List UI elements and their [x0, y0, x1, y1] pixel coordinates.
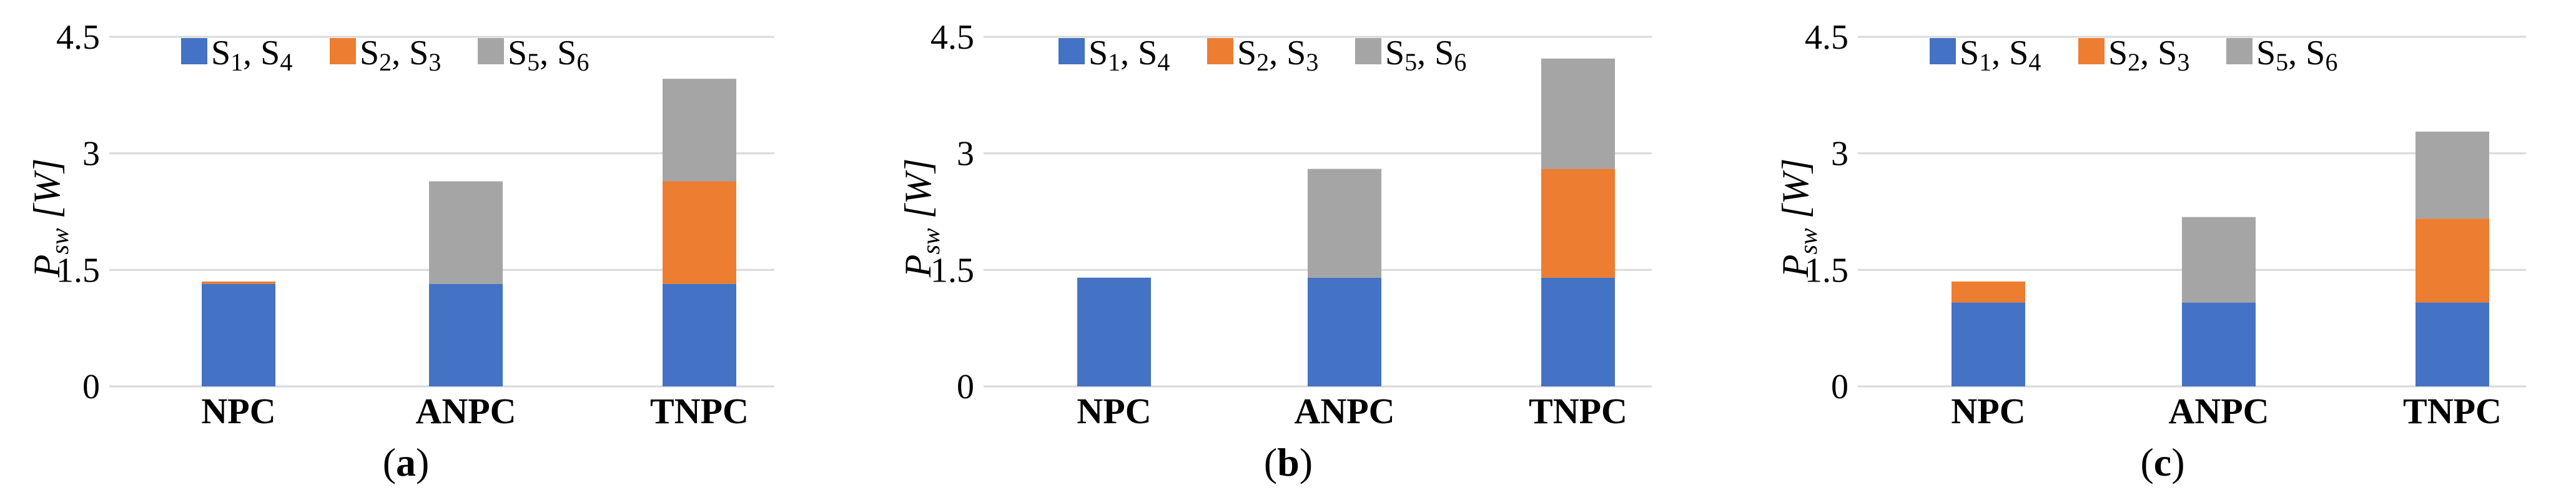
legend-swatch	[2078, 38, 2105, 64]
legend-label: S2, S3	[360, 34, 441, 76]
bar-segment-s1-s4	[1077, 277, 1151, 386]
category-label: TNPC	[2403, 391, 2502, 431]
bar-segment-s2-s3	[1541, 169, 1615, 278]
y-tick-label: 0	[957, 368, 974, 406]
bar-segment-s2-s3	[663, 181, 736, 284]
bar-segment-s2-s3	[2416, 218, 2489, 303]
y-tick-label: 1.5	[930, 251, 974, 290]
y-tick-label: 4.5	[1805, 18, 1848, 57]
bar-segment-s5-s6	[1308, 169, 1381, 278]
bar-segment-s1-s4	[1952, 302, 2025, 386]
y-axis-label: Psw [W]	[897, 159, 945, 278]
panel-label: (b)	[1264, 440, 1313, 484]
y-tick-label: 1.5	[56, 251, 100, 290]
category-label: NPC	[201, 391, 275, 431]
bar-segment-s1-s4	[2182, 302, 2256, 386]
legend-swatch	[1059, 38, 1085, 64]
y-tick-label: 3	[82, 135, 100, 174]
chart-panel-b: 0 1.5 3 4.5 NPC ANPC TNPC Psw [W] S1, S4 S2, S3 S5…	[897, 18, 1652, 484]
legend-swatch	[1207, 38, 1233, 64]
legend-label: S5, S6	[1385, 34, 1466, 76]
y-tick-label: 3	[957, 135, 974, 174]
bar-segment-s1-s4	[202, 283, 275, 386]
legend-label: S1, S4	[1088, 34, 1170, 76]
legend-label: S2, S3	[2108, 34, 2189, 76]
legend-swatch	[1355, 38, 1381, 64]
y-axis-label: Psw [W]	[1775, 159, 1822, 278]
category-label: NPC	[1077, 391, 1151, 431]
bar-segment-s1-s4	[1308, 277, 1381, 386]
legend-label: S2, S3	[1237, 34, 1318, 76]
bar-segment-s1-s4	[2416, 302, 2489, 386]
bar-segment-s5-s6	[2182, 217, 2256, 303]
category-label: TNPC	[1529, 391, 1627, 431]
bar-segment-s5-s6	[429, 181, 503, 284]
category-label: NPC	[1951, 391, 2025, 431]
bar-segment-s1-s4	[1541, 277, 1615, 386]
category-label: TNPC	[650, 391, 749, 431]
legend-swatch	[2226, 38, 2253, 64]
bar-segment-s1-s4	[663, 283, 736, 386]
category-label: ANPC	[2168, 391, 2269, 431]
y-tick-label: 3	[1831, 135, 1848, 174]
y-tick-label: 4.5	[930, 18, 974, 57]
legend-swatch	[330, 38, 356, 64]
legend-swatch	[1930, 38, 1956, 64]
chart-panel-a: 0 1.5 3 4.5 NPC ANPC TNPC Psw [W] S1, S4 S2, S3 S5…	[26, 18, 774, 484]
y-axis-label: Psw [W]	[26, 159, 74, 278]
category-label: ANPC	[1294, 391, 1394, 431]
legend-label: S1, S4	[1960, 34, 2041, 76]
bar-segment-s1-s4	[429, 283, 503, 386]
bar-segment-s5-s6	[2416, 131, 2489, 219]
panel-label: (a)	[383, 440, 430, 484]
panel-label: (c)	[2140, 440, 2184, 484]
bar-segment-s2-s3	[202, 282, 275, 284]
legend-label: S5, S6	[508, 34, 589, 76]
category-label: ANPC	[415, 391, 516, 431]
y-tick-label: 1.5	[1805, 251, 1848, 290]
y-tick-label: 4.5	[56, 18, 100, 57]
bar-segment-s5-s6	[663, 79, 736, 182]
chart-panel-c: 0 1.5 3 4.5 NPC ANPC TNPC Psw [W] S1, S4 S2, S3 S5…	[1775, 18, 2526, 484]
legend-swatch	[181, 38, 207, 64]
legend-swatch	[478, 38, 504, 64]
y-tick-label: 0	[82, 368, 100, 406]
bar-segment-s2-s3	[1952, 282, 2025, 303]
legend-label: S5, S6	[2256, 34, 2337, 76]
y-tick-label: 0	[1831, 368, 1848, 406]
legend-label: S1, S4	[211, 34, 292, 76]
bar-segment-s5-s6	[1541, 58, 1615, 169]
